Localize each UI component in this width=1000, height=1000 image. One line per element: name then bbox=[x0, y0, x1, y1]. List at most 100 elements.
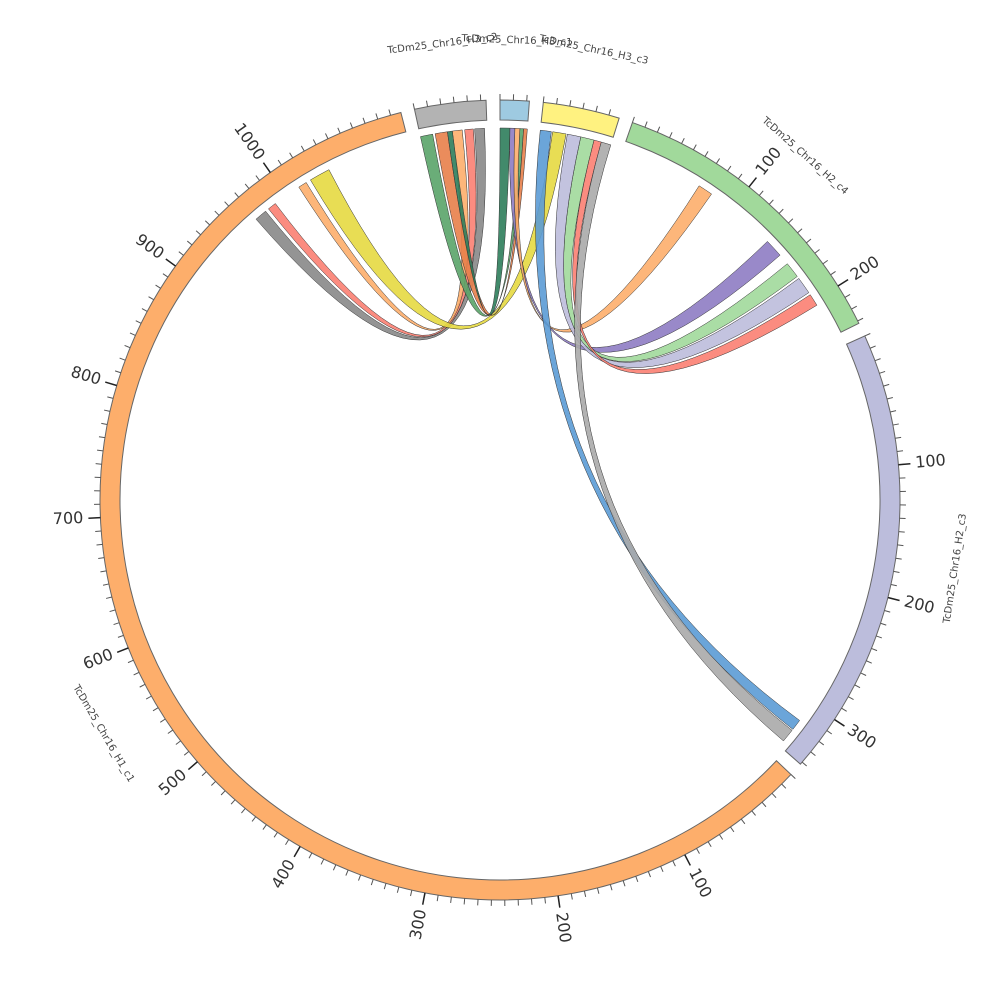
minor-tick bbox=[806, 238, 812, 244]
minor-tick bbox=[358, 874, 362, 881]
contig-arc bbox=[413, 99, 488, 130]
minor-tick bbox=[778, 208, 784, 214]
minor-tick bbox=[890, 410, 897, 413]
minor-tick bbox=[730, 826, 735, 833]
major-tick bbox=[262, 162, 271, 173]
minor-tick bbox=[715, 158, 721, 164]
minor-tick bbox=[879, 370, 886, 374]
minor-tick bbox=[542, 96, 545, 103]
minor-tick bbox=[896, 450, 904, 452]
minor-tick bbox=[224, 201, 230, 207]
major-tick bbox=[887, 596, 900, 602]
minor-tick bbox=[886, 396, 893, 400]
contig-name: TcDm25_Chr16_H2_c3 bbox=[942, 513, 970, 625]
minor-tick bbox=[113, 622, 120, 626]
minor-tick bbox=[119, 357, 126, 361]
minor-tick bbox=[635, 876, 639, 883]
minor-tick bbox=[135, 320, 142, 324]
minor-tick bbox=[178, 251, 184, 256]
minor-tick bbox=[124, 344, 131, 349]
minor-tick bbox=[320, 858, 325, 865]
tick-label: 200 bbox=[552, 911, 575, 944]
minor-tick bbox=[117, 634, 124, 638]
minor-tick bbox=[383, 883, 387, 890]
minor-tick bbox=[195, 230, 201, 236]
major-tick bbox=[187, 761, 198, 771]
minor-tick bbox=[897, 544, 904, 547]
tick-label: 900 bbox=[132, 230, 168, 263]
minor-tick bbox=[230, 799, 236, 805]
minor-tick bbox=[244, 183, 250, 189]
minor-tick bbox=[204, 220, 210, 226]
major-tick bbox=[293, 846, 301, 858]
minor-tick bbox=[436, 895, 439, 902]
tick-label: 200 bbox=[902, 592, 936, 618]
minor-tick bbox=[582, 102, 585, 109]
minor-tick bbox=[857, 317, 864, 322]
minor-tick bbox=[854, 684, 861, 689]
link-ribbon bbox=[447, 127, 511, 315]
minor-tick bbox=[439, 98, 442, 105]
minor-tick bbox=[890, 584, 897, 587]
minor-tick bbox=[337, 127, 341, 134]
major-tick bbox=[684, 854, 691, 866]
minor-tick bbox=[761, 801, 767, 808]
minor-tick bbox=[830, 271, 836, 276]
minor-tick bbox=[152, 707, 159, 712]
minor-tick bbox=[155, 284, 161, 289]
minor-tick bbox=[790, 774, 796, 779]
minor-tick bbox=[595, 105, 598, 112]
major-tick bbox=[165, 258, 176, 267]
minor-tick bbox=[96, 543, 103, 546]
minor-tick bbox=[751, 810, 756, 816]
minor-tick bbox=[105, 596, 113, 599]
tick-label: 100 bbox=[914, 450, 946, 472]
minor-tick bbox=[114, 370, 121, 374]
major-tick bbox=[421, 892, 426, 905]
minor-tick bbox=[133, 671, 140, 676]
major-tick bbox=[105, 381, 117, 387]
minor-tick bbox=[375, 113, 379, 120]
minor-tick bbox=[277, 159, 282, 166]
link-ribbon bbox=[535, 129, 800, 730]
minor-tick bbox=[569, 100, 572, 107]
tick-label: 200 bbox=[847, 252, 883, 284]
minor-tick bbox=[129, 332, 136, 336]
minor-tick bbox=[740, 818, 746, 825]
minor-tick bbox=[159, 718, 166, 723]
tick-label: 300 bbox=[844, 720, 880, 753]
minor-tick bbox=[308, 852, 313, 859]
minor-tick bbox=[818, 740, 825, 746]
minor-tick bbox=[262, 824, 267, 830]
minor-tick bbox=[285, 839, 290, 845]
minor-tick bbox=[696, 848, 700, 854]
minor-tick bbox=[102, 583, 110, 586]
minor-tick bbox=[871, 647, 878, 652]
minor-tick bbox=[186, 240, 193, 246]
minor-tick bbox=[141, 308, 148, 312]
link-ribbon bbox=[513, 128, 712, 333]
tick-label: 1000 bbox=[230, 119, 269, 163]
minor-tick bbox=[220, 790, 226, 796]
major-tick bbox=[748, 177, 758, 188]
minor-tick bbox=[669, 132, 673, 138]
minor-tick bbox=[98, 557, 105, 559]
tick-label: 500 bbox=[155, 765, 191, 799]
minor-tick bbox=[325, 133, 329, 140]
minor-tick bbox=[273, 832, 278, 838]
minor-tick bbox=[727, 165, 732, 172]
contig-name: TcDm25_Chr16_H3_c1 bbox=[460, 33, 572, 48]
tick-label: 600 bbox=[80, 644, 115, 673]
minor-tick bbox=[289, 152, 294, 159]
minor-tick bbox=[692, 144, 697, 151]
minor-tick bbox=[148, 296, 154, 301]
minor-tick bbox=[609, 884, 613, 891]
minor-tick bbox=[570, 893, 573, 900]
major-tick bbox=[88, 516, 101, 519]
minor-tick bbox=[211, 780, 216, 786]
minor-tick bbox=[100, 570, 107, 573]
major-tick bbox=[837, 278, 849, 287]
minor-tick bbox=[255, 175, 260, 181]
contig-arc bbox=[784, 335, 901, 765]
